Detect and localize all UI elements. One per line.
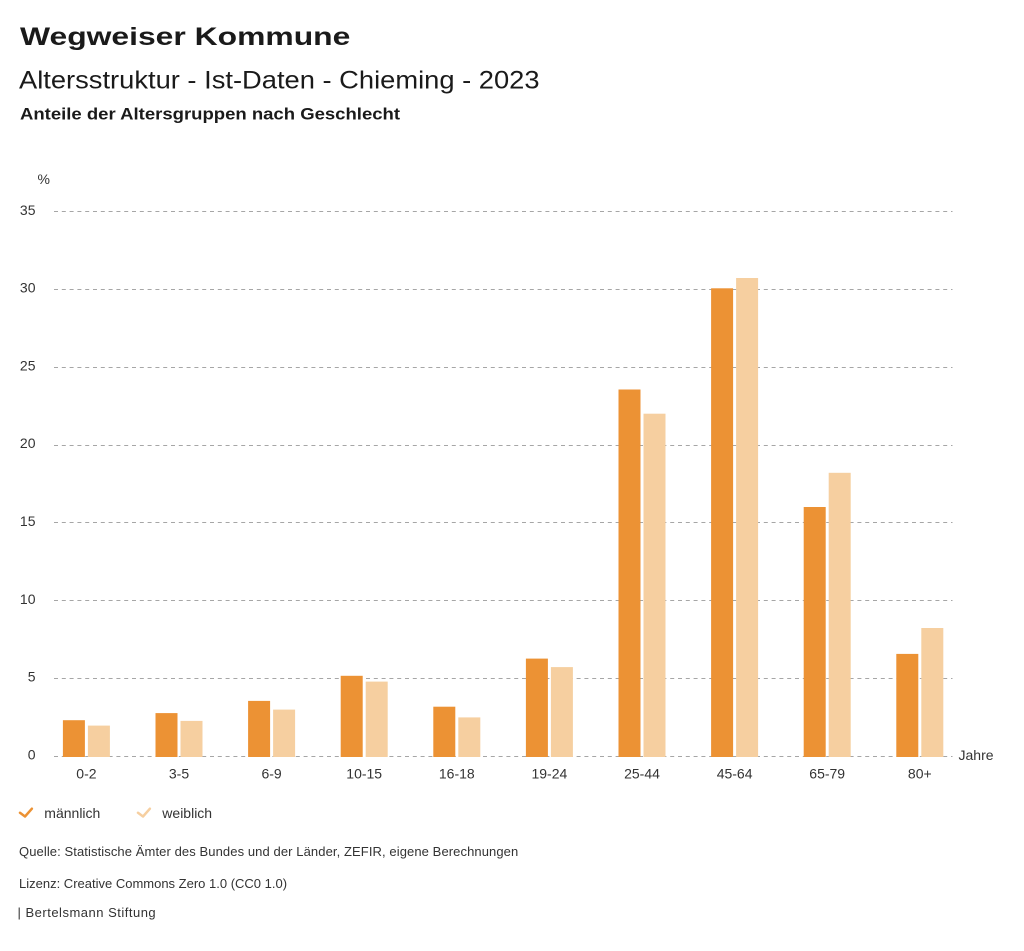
svg-text:Altersstruktur - Ist-Daten - C: Altersstruktur - Ist-Daten - Chieming - …: [19, 66, 540, 95]
svg-text:weiblich: weiblich: [161, 805, 212, 821]
svg-text:65-79: 65-79: [809, 765, 845, 781]
svg-text:10: 10: [20, 591, 36, 607]
svg-text:Anteile der Altersgruppen nach: Anteile der Altersgruppen nach Geschlech…: [20, 104, 400, 123]
svg-text:10-15: 10-15: [346, 765, 382, 781]
svg-text:0-2: 0-2: [76, 765, 96, 781]
svg-text:20: 20: [20, 435, 36, 451]
svg-text:30: 30: [20, 280, 36, 296]
svg-text:Wegweiser Kommune: Wegweiser Kommune: [20, 23, 350, 51]
svg-text:Quelle: Statistische Ämter des: Quelle: Statistische Ämter des Bundes un…: [19, 844, 518, 859]
svg-text:männlich: männlich: [44, 805, 100, 821]
svg-text:80+: 80+: [908, 765, 932, 781]
svg-text:45-64: 45-64: [717, 765, 753, 781]
svg-text:%: %: [38, 171, 50, 187]
svg-text:15: 15: [20, 513, 36, 529]
svg-text:35: 35: [20, 202, 36, 218]
svg-text:16-18: 16-18: [439, 765, 475, 781]
svg-text:0: 0: [28, 746, 36, 762]
svg-text:25: 25: [20, 357, 36, 373]
svg-text:Lizenz: Creative Commons Zero: Lizenz: Creative Commons Zero 1.0 (CC0 1…: [19, 876, 287, 891]
svg-text:6-9: 6-9: [261, 765, 281, 781]
svg-text:19-24: 19-24: [531, 765, 567, 781]
svg-text:5: 5: [28, 669, 36, 685]
svg-text:| Bertelsmann Stiftung: | Bertelsmann Stiftung: [18, 905, 157, 920]
svg-text:25-44: 25-44: [624, 765, 660, 781]
svg-text:Jahre: Jahre: [959, 747, 994, 763]
svg-text:3-5: 3-5: [169, 765, 189, 781]
